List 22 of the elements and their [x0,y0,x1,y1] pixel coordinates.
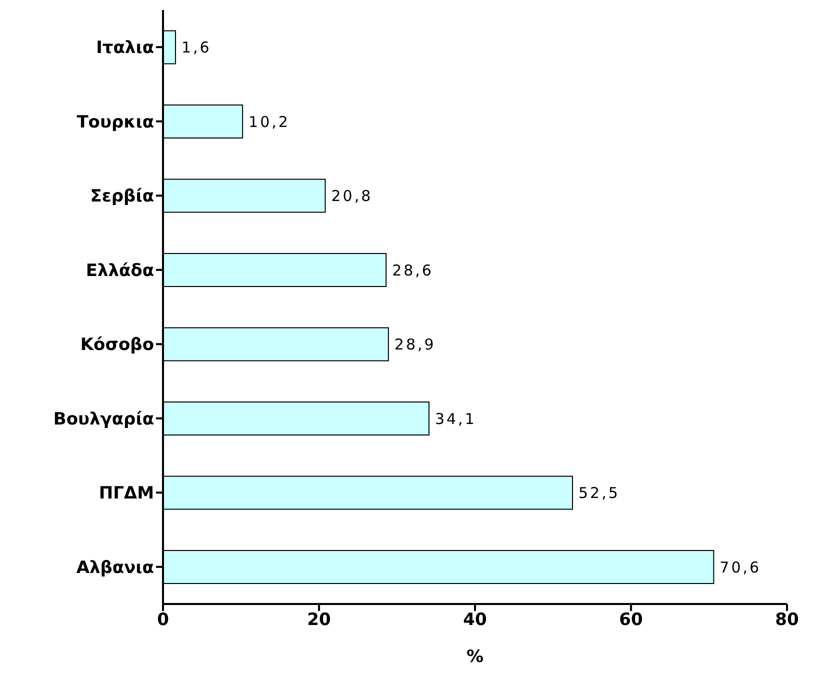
x-tick-label: 80 [775,610,799,630]
data-label: 34,1 [434,410,476,428]
y-tick-label: ΠΓΔΜ [98,484,154,504]
y-tick-label: Ιταλια [96,38,154,58]
y-tick-label: Αλβανια [76,558,154,578]
y-tick-label: Κόσοβο [80,335,154,356]
x-tick-label: 20 [307,610,331,630]
data-label: 1,6 [181,38,212,57]
x-tick-label: 0 [157,610,170,630]
x-tick-label: 60 [619,610,643,630]
data-label: 20,8 [331,187,373,206]
x-tick-label: 40 [463,610,487,630]
data-label: 28,9 [394,336,436,354]
data-label: 10,2 [248,112,290,131]
y-tick-label: Σερβία [90,186,154,207]
y-tick-label: Ελλάδα [86,260,154,281]
y-tick-label: Βουλγαρία [53,409,154,430]
data-label: 28,6 [392,261,434,280]
data-label: 52,5 [578,484,620,502]
x-axis-title: % [466,647,484,667]
data-label: 70,6 [720,558,762,576]
y-tick-label: Τουρκια [76,112,154,132]
